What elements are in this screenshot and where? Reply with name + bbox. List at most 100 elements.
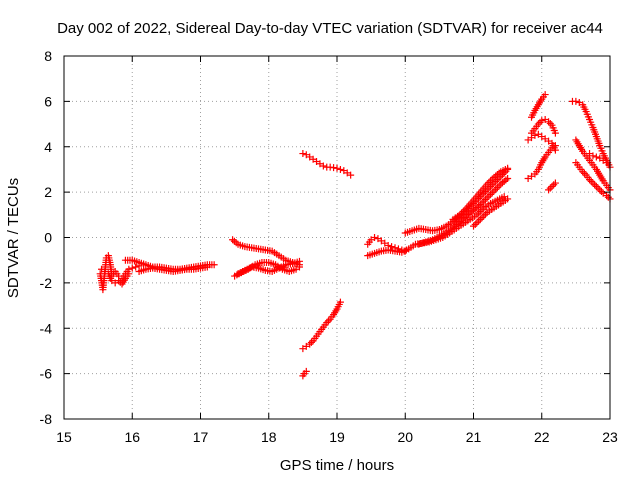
data-point (589, 152, 597, 160)
data-series-segment (572, 159, 614, 203)
data-series-segment (98, 265, 133, 288)
data-point (324, 317, 332, 325)
y-tick-label: -2 (40, 275, 53, 291)
data-point (461, 206, 469, 214)
data-point (536, 118, 544, 126)
y-tick-label: 4 (44, 139, 52, 155)
data-series-segment (528, 91, 549, 121)
data-series-segment (449, 164, 512, 223)
data-point (299, 150, 307, 158)
data-point (592, 182, 600, 190)
data-point (490, 187, 498, 195)
data-point (603, 159, 611, 167)
data-point (502, 176, 510, 184)
data-point (475, 209, 483, 217)
data-point (483, 194, 491, 202)
x-tick-label: 21 (466, 429, 482, 445)
data-point (456, 211, 464, 219)
data-series-segment (234, 257, 303, 278)
data-point (546, 184, 554, 192)
data-point (545, 118, 553, 126)
x-tick-label: 18 (261, 429, 277, 445)
data-point (504, 175, 512, 183)
data-series-segment (135, 263, 211, 276)
data-point (336, 298, 344, 306)
data-series-segment (586, 150, 611, 167)
data-series-segment (545, 179, 559, 194)
axis-ticks: 15 16 17 18 19 20 21 22 23 -8 -6 -4 -2 0 2 4 6 8 (40, 48, 618, 445)
data-point (551, 179, 559, 187)
data-point (487, 177, 495, 185)
chart-title: Day 002 of 2022, Sidereal Day-to-day VTE… (57, 20, 603, 37)
data-point (128, 264, 136, 272)
data-point (330, 164, 338, 172)
data-point (478, 214, 486, 222)
data-point (307, 338, 315, 346)
data-point (478, 199, 486, 207)
data-point (470, 222, 477, 230)
data-point (591, 181, 599, 189)
y-tick-label: -8 (40, 411, 53, 427)
y-tick-label: 0 (44, 230, 52, 246)
data-series-segment (524, 142, 559, 183)
data-point (579, 168, 587, 176)
data-point (476, 215, 484, 223)
x-tick-label: 22 (534, 429, 550, 445)
grid (64, 56, 610, 419)
data-point (551, 146, 559, 154)
x-tick-label: 17 (193, 429, 209, 445)
data-point (323, 319, 331, 327)
y-tick-label: -4 (40, 320, 53, 336)
data-point (485, 178, 493, 186)
data-point (203, 263, 211, 271)
data-point (551, 129, 559, 137)
data-point (580, 169, 588, 177)
data-point (210, 261, 218, 269)
data-series-segment (299, 367, 310, 380)
data-point (538, 117, 546, 125)
data-point (475, 202, 483, 210)
data-series-segment (415, 175, 512, 248)
data-series-segment (299, 298, 344, 353)
data-series-segment (299, 150, 355, 179)
data-series-segment (96, 252, 143, 294)
data-point (371, 234, 379, 241)
data-point (476, 201, 484, 209)
x-tick-label: 16 (124, 429, 140, 445)
data-point (586, 176, 594, 184)
data-point (471, 220, 479, 228)
y-axis-label: SDTVAR / TECUs (5, 178, 22, 298)
data-point (388, 243, 396, 251)
data-point (478, 206, 486, 214)
data-point (487, 190, 495, 198)
data-point (473, 219, 481, 227)
x-tick-label: 19 (329, 429, 345, 445)
x-tick-label: 20 (397, 429, 413, 445)
data-point (458, 209, 466, 217)
data-point (604, 193, 612, 201)
data-point (545, 186, 553, 194)
data-point (476, 207, 484, 215)
data-point (333, 164, 341, 172)
y-tick-label: -6 (40, 366, 53, 382)
data-point (481, 195, 489, 203)
data-point (504, 164, 512, 172)
data-point (295, 257, 303, 265)
data-point (495, 182, 503, 190)
data-point (534, 120, 542, 128)
data-point (306, 340, 314, 348)
data-point (550, 181, 558, 189)
data-point (594, 184, 602, 192)
data-point (302, 367, 310, 375)
x-tick-label: 23 (602, 429, 618, 445)
data-point (485, 192, 493, 200)
data-point (597, 188, 605, 196)
data-point (132, 263, 140, 271)
data-point (488, 189, 496, 197)
data-point (480, 197, 488, 205)
data-point (541, 91, 549, 99)
data-point (481, 210, 489, 218)
data-point (125, 270, 133, 278)
data-point (589, 179, 597, 187)
